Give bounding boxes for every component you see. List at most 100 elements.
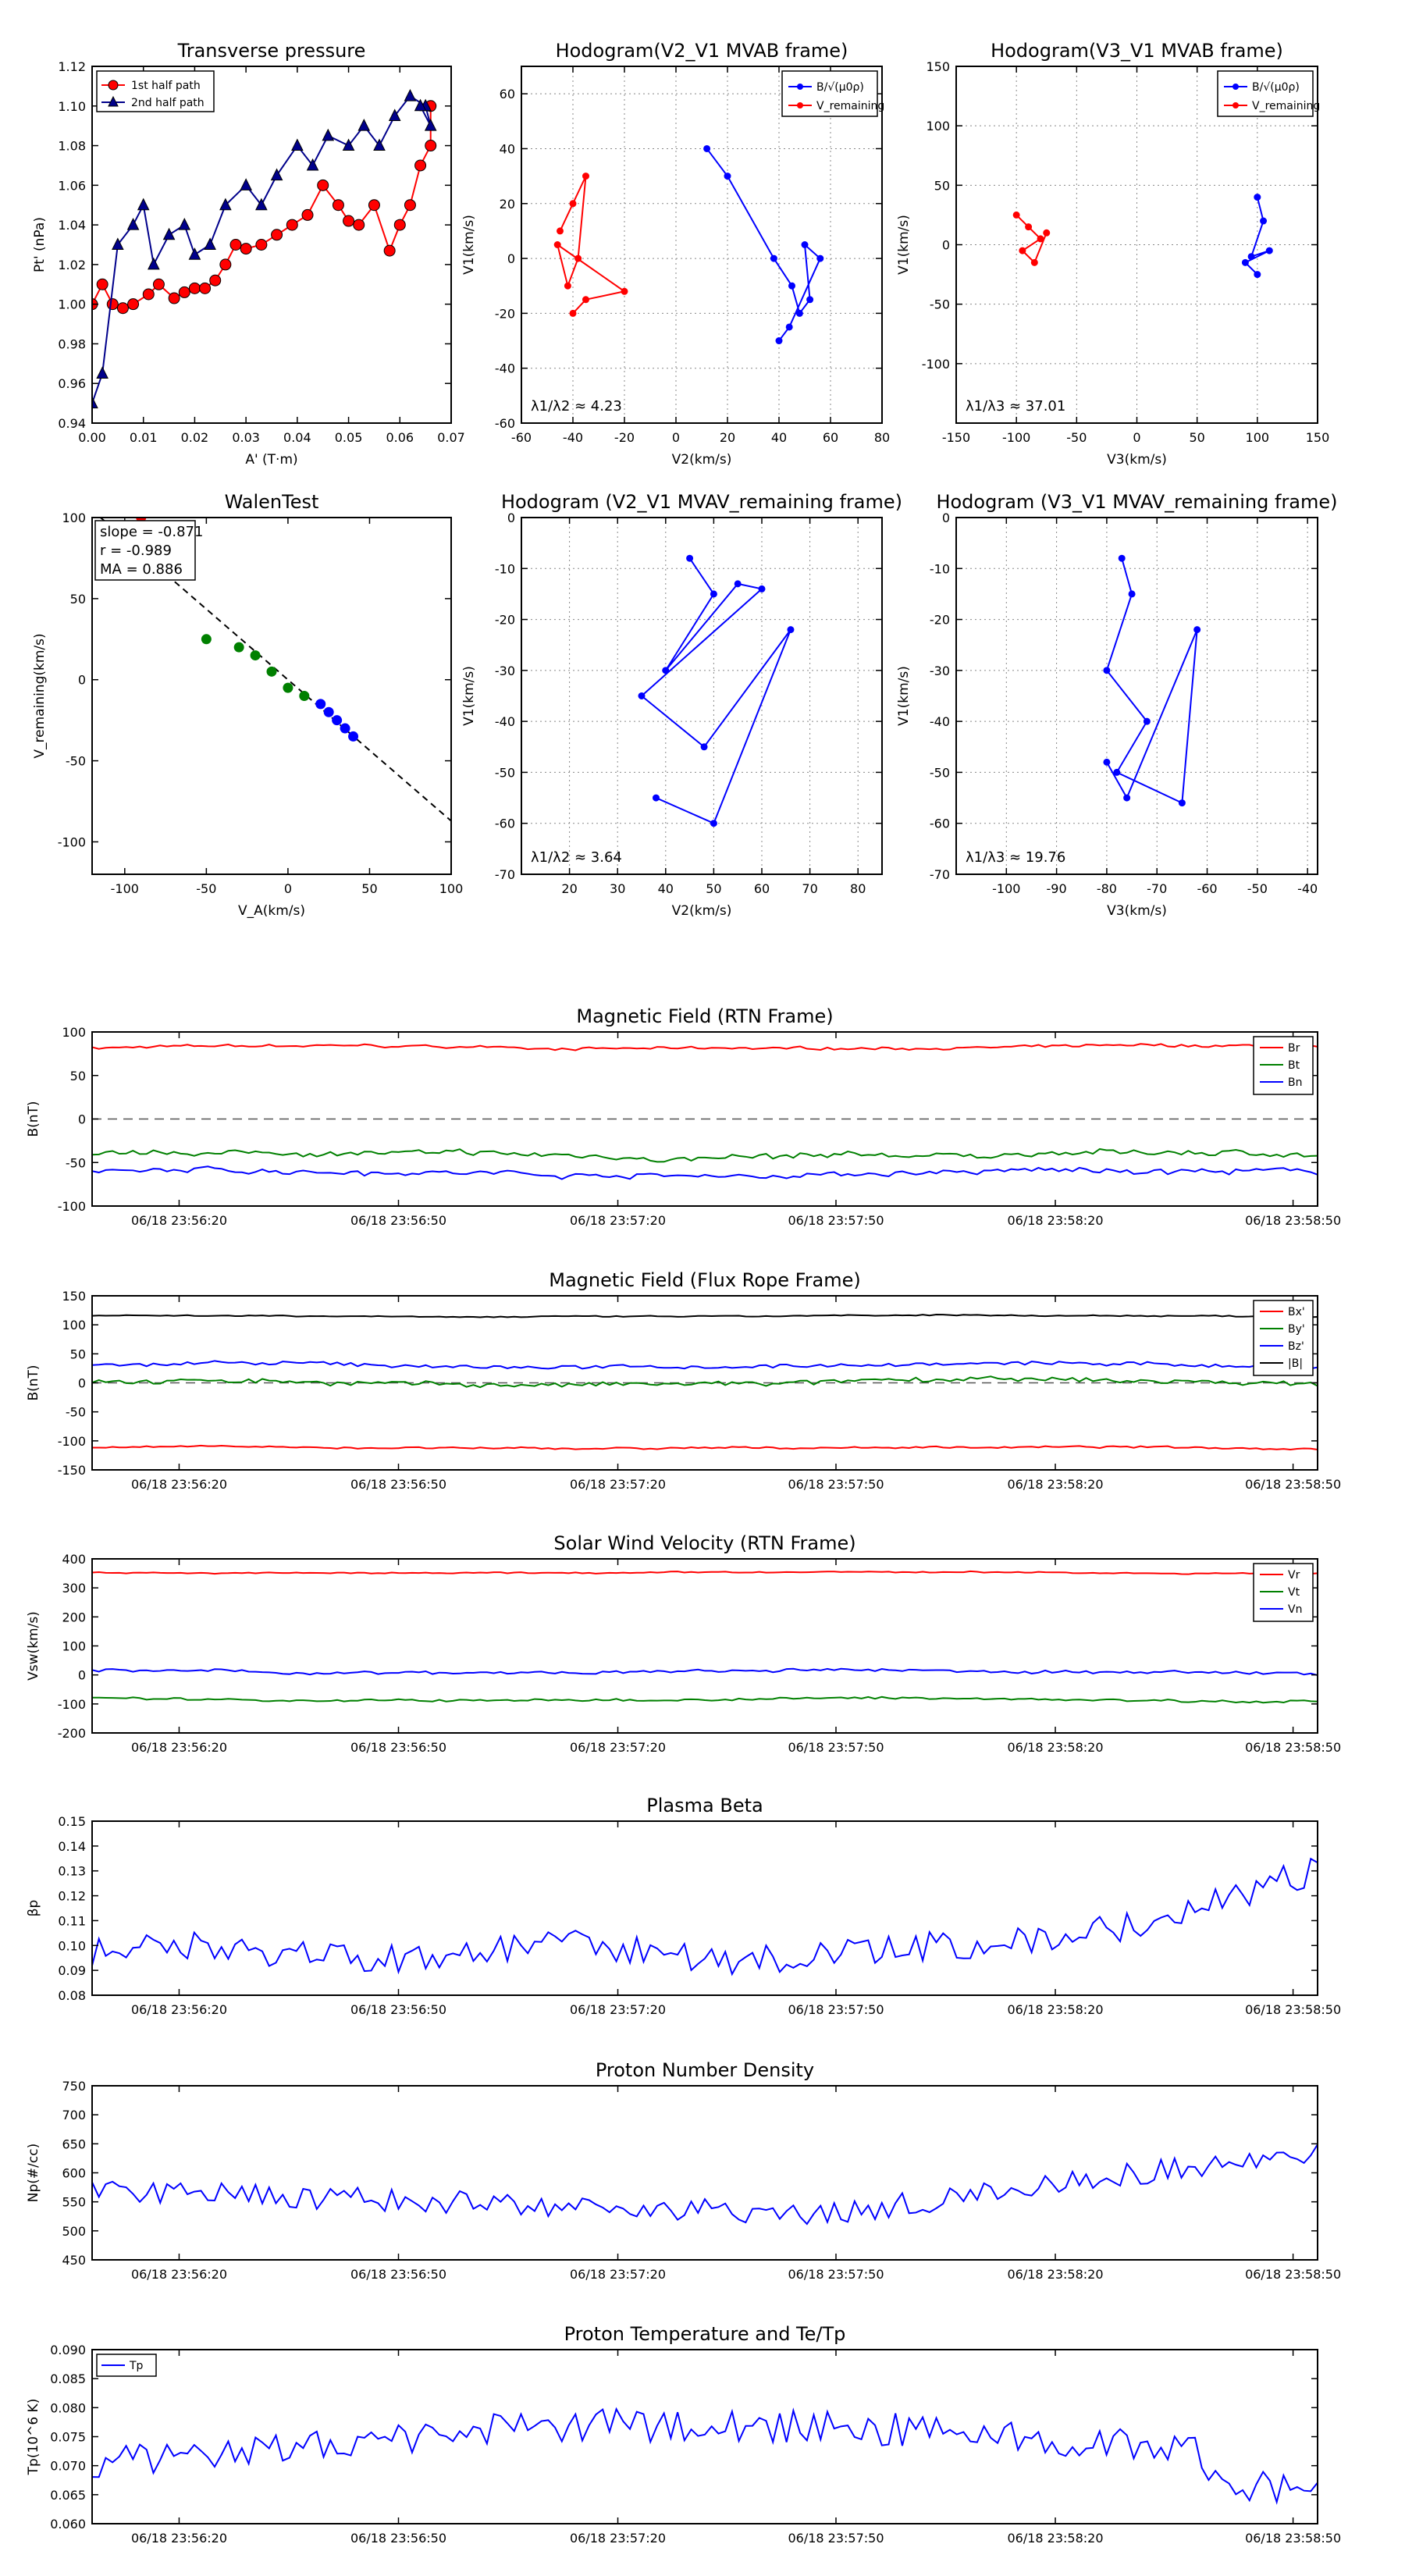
series-line-Bz' bbox=[92, 1360, 1318, 1370]
data-point bbox=[270, 168, 283, 181]
x-tick-label: 06/18 23:58:20 bbox=[1007, 2531, 1103, 2546]
chart-title: Magnetic Field (RTN Frame) bbox=[576, 1005, 833, 1027]
x-tick-label: 0 bbox=[284, 881, 292, 896]
legend: B/√(μ0ρ) V_remaining bbox=[1217, 70, 1320, 117]
data-layer bbox=[92, 88, 437, 409]
data-point bbox=[96, 278, 108, 290]
series-line-V bbox=[1105, 557, 1198, 805]
x-tick-label: 06/18 23:57:20 bbox=[570, 1213, 666, 1228]
x-tick-label: 100 bbox=[1246, 430, 1270, 445]
y-tick-label: 0 bbox=[507, 511, 515, 525]
x-tick-label: 06/18 23:57:20 bbox=[570, 2267, 666, 2282]
data-point bbox=[188, 282, 201, 294]
y-tick-label: 40 bbox=[500, 141, 515, 156]
legend-label: Vr bbox=[1288, 1569, 1300, 1582]
y-axis-label: Vsw(km/s) bbox=[26, 1611, 41, 1681]
data-point bbox=[283, 682, 293, 693]
data-point bbox=[582, 173, 589, 180]
x-tick-label: 60 bbox=[754, 881, 770, 896]
data-layer bbox=[1103, 554, 1201, 807]
y-tick-label: -60 bbox=[495, 416, 515, 431]
data-point bbox=[404, 199, 416, 212]
data-point bbox=[787, 626, 795, 634]
x-tick-label: 06/18 23:58:50 bbox=[1245, 2002, 1341, 2017]
data-point bbox=[1103, 758, 1111, 766]
x-tick-label: 0.03 bbox=[232, 430, 260, 445]
data-point bbox=[323, 706, 334, 717]
x-tick-label: 0.01 bbox=[130, 430, 158, 445]
y-tick-label: 50 bbox=[70, 1347, 86, 1361]
x-tick-label: -150 bbox=[942, 430, 970, 445]
legend-label: |B| bbox=[1288, 1357, 1303, 1370]
x-axis-label: V_A(km/s) bbox=[238, 903, 305, 919]
chart-title: WalenTest bbox=[225, 491, 319, 513]
series-line-V_remaining bbox=[556, 176, 627, 315]
y-tick-label: 0.96 bbox=[58, 376, 86, 391]
y-tick-label: 0 bbox=[942, 238, 950, 253]
axes-frame bbox=[955, 517, 1318, 875]
y-axis-label: Pt' (nPa) bbox=[32, 217, 48, 272]
y-tick-label: 300 bbox=[62, 1581, 86, 1596]
legend-label: B/√(μ0ρ) bbox=[1252, 81, 1300, 94]
data-point bbox=[1030, 258, 1038, 266]
x-tick-label: 06/18 23:57:50 bbox=[788, 2002, 884, 2017]
panel-magnetic-field-rtn: -100 -50 0 50 100 06/18 23:56:20 06/18 23:56:5… bbox=[26, 1005, 1341, 1228]
data-point bbox=[775, 337, 783, 345]
stats-line: r = -0.989 bbox=[100, 543, 172, 559]
y-tick-label: 0.14 bbox=[58, 1839, 86, 1854]
panel-hodogram-v2-v1-mvab: -60 -40 -20 0 20 40 60 80 -60 -40 -20 0 20 40 60 Hodogr… bbox=[461, 40, 890, 468]
y-axis-label: Np(#/cc) bbox=[26, 2144, 41, 2202]
data-point bbox=[795, 309, 803, 317]
x-tick-label: -40 bbox=[1297, 881, 1318, 896]
y-tick-label: 550 bbox=[62, 2195, 86, 2210]
data-point bbox=[1037, 235, 1044, 243]
data-point bbox=[178, 286, 190, 298]
series-line-Vn bbox=[92, 1667, 1318, 1677]
x-tick-label: 06/18 23:56:50 bbox=[350, 1740, 446, 1755]
data-layer bbox=[92, 2407, 1318, 2505]
legend: Tp bbox=[96, 2354, 157, 2377]
panel-hodogram-v3-v1-mvav: -100 -90 -80 -70 -60 -50 -40-70-60-50-40-30-20… bbox=[896, 491, 1338, 919]
data-point bbox=[240, 178, 252, 190]
panel-proton-density: 450 500 550 600 650 700 750 06/18 23:56:20 06/18… bbox=[26, 2059, 1341, 2282]
y-tick-label: -200 bbox=[58, 1726, 86, 1741]
data-point bbox=[734, 580, 742, 588]
y-tick-label: 0.12 bbox=[58, 1889, 86, 1904]
y-tick-label: -100 bbox=[58, 834, 86, 849]
y-tick-label: -50 bbox=[930, 297, 950, 312]
data-point bbox=[286, 219, 298, 231]
data-layer bbox=[92, 2144, 1318, 2226]
y-tick-label: 1.08 bbox=[58, 139, 86, 154]
data-point bbox=[770, 254, 777, 262]
y-tick-label: 1.00 bbox=[58, 297, 86, 312]
panel-plasma-beta: 0.08 0.09 0.10 0.11 0.12 0.13 0.14 0.15 06/18 23… bbox=[26, 1795, 1341, 2017]
data-point bbox=[126, 217, 140, 230]
data-point bbox=[148, 257, 160, 270]
data-point bbox=[758, 585, 766, 592]
chart-title: Proton Number Density bbox=[596, 2059, 814, 2081]
data-point bbox=[393, 219, 406, 231]
x-axis-label: V3(km/s) bbox=[1107, 452, 1167, 468]
data-point bbox=[1241, 258, 1249, 266]
y-tick-label: 1.12 bbox=[58, 59, 86, 74]
y-tick-label: 200 bbox=[62, 1610, 86, 1624]
x-tick-label: 06/18 23:57:20 bbox=[570, 1740, 666, 1755]
y-tick-label: 1.10 bbox=[58, 99, 86, 114]
y-tick-label: 400 bbox=[62, 1552, 86, 1567]
x-tick-label: 06/18 23:56:20 bbox=[131, 2267, 227, 2282]
y-tick-label: -10 bbox=[930, 561, 950, 576]
y-tick-label: -100 bbox=[922, 357, 950, 372]
x-tick-label: 06/18 23:56:50 bbox=[350, 2267, 446, 2282]
x-tick-label: 80 bbox=[850, 881, 866, 896]
data-point bbox=[201, 634, 212, 645]
stats-line: MA = 0.886 bbox=[100, 561, 183, 578]
data-point bbox=[219, 197, 232, 211]
legend-marker bbox=[108, 95, 119, 107]
data-point bbox=[291, 138, 304, 151]
legend-label: V_remaining bbox=[1252, 100, 1320, 112]
data-point bbox=[342, 138, 355, 151]
data-layer bbox=[1012, 194, 1273, 279]
data-point bbox=[271, 229, 283, 241]
data-point bbox=[414, 98, 427, 112]
data-point bbox=[332, 715, 343, 726]
